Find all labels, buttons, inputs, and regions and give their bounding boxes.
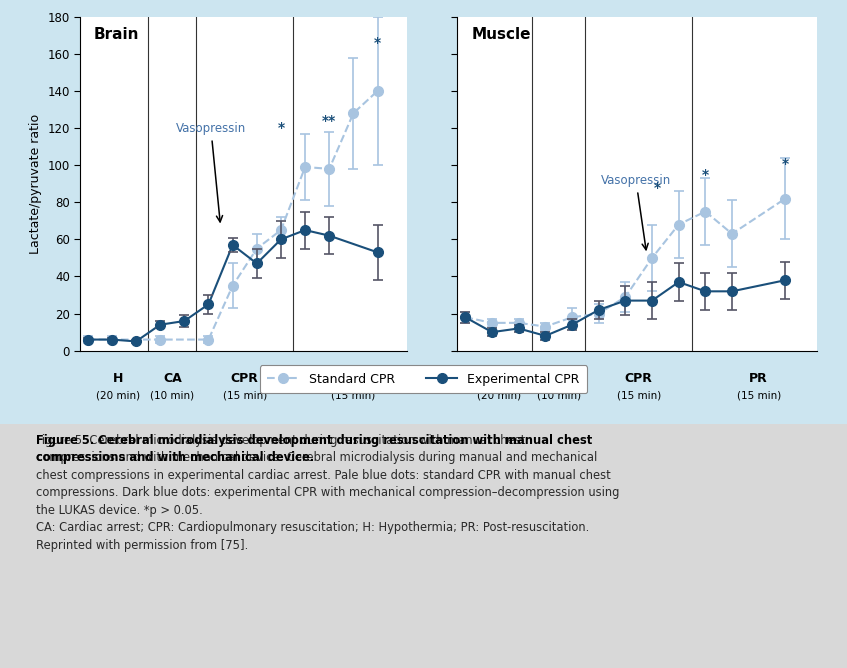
Text: (15 min): (15 min) bbox=[737, 391, 781, 401]
Text: Muscle: Muscle bbox=[472, 27, 531, 41]
Text: (20 min): (20 min) bbox=[477, 391, 521, 401]
Text: Figure 5. Cerebral microdialysis development during resuscitation with manual ch: Figure 5. Cerebral microdialysis develop… bbox=[36, 434, 592, 464]
Text: (10 min): (10 min) bbox=[150, 391, 194, 401]
Text: CA: CA bbox=[163, 372, 181, 385]
Text: CPR: CPR bbox=[625, 372, 653, 385]
Text: (10 min): (10 min) bbox=[537, 391, 581, 401]
Text: Vasopressin: Vasopressin bbox=[176, 122, 246, 222]
Text: Brain: Brain bbox=[93, 27, 139, 41]
Text: (15 min): (15 min) bbox=[617, 391, 661, 401]
Text: H: H bbox=[494, 372, 504, 385]
Text: *: * bbox=[374, 36, 381, 50]
Text: CA: CA bbox=[550, 372, 568, 385]
Text: (15 min): (15 min) bbox=[223, 391, 267, 401]
Text: *: * bbox=[277, 122, 285, 136]
Y-axis label: Lactate/pyruvate ratio: Lactate/pyruvate ratio bbox=[29, 114, 42, 254]
Text: *: * bbox=[702, 168, 709, 182]
Text: PR: PR bbox=[344, 372, 363, 385]
Text: (15 min): (15 min) bbox=[331, 391, 375, 401]
Text: *: * bbox=[782, 157, 789, 171]
Legend: Standard CPR, Experimental CPR: Standard CPR, Experimental CPR bbox=[260, 365, 587, 393]
Text: *: * bbox=[654, 181, 661, 195]
Text: H: H bbox=[113, 372, 123, 385]
Text: **: ** bbox=[322, 114, 336, 128]
Text: PR: PR bbox=[750, 372, 768, 385]
Text: Vasopressin: Vasopressin bbox=[601, 174, 671, 250]
Text: Figure 5. Cerebral microdialysis development during resuscitation with manual ch: Figure 5. Cerebral microdialysis develop… bbox=[36, 434, 619, 552]
Text: CPR: CPR bbox=[230, 372, 258, 385]
Text: (20 min): (20 min) bbox=[96, 391, 140, 401]
